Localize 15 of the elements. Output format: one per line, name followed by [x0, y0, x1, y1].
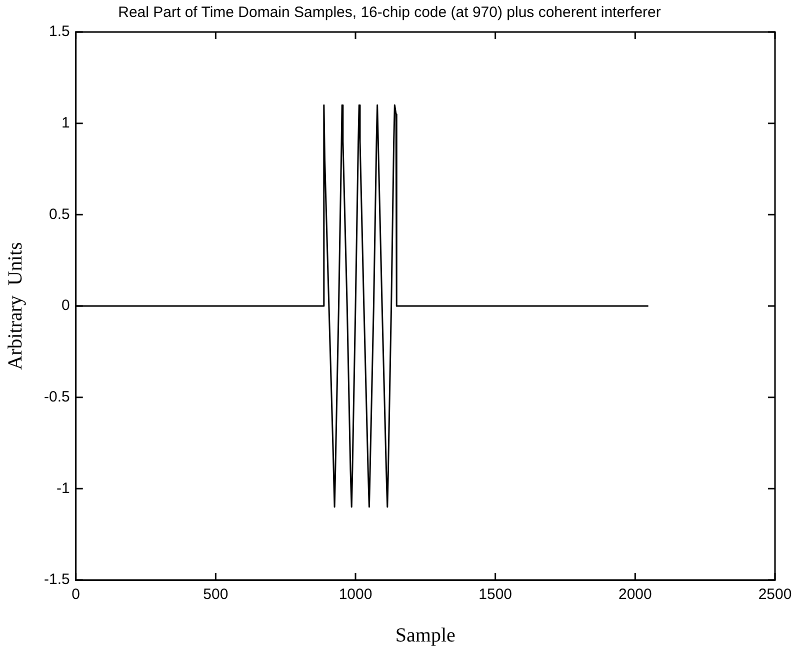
y-tick-label: 0.5: [48, 206, 70, 223]
x-tick-label: 1000: [338, 586, 372, 604]
x-axis-title: Sample: [395, 624, 456, 646]
y-axis-title: Arbitrary Units: [4, 242, 26, 370]
x-tick-label: 2500: [758, 586, 792, 604]
y-tick-label: -1.5: [44, 571, 70, 588]
y-tick-label: 0: [62, 297, 70, 314]
x-tick-label: 1500: [478, 586, 512, 604]
y-tick-label: 1.5: [48, 23, 70, 40]
x-tick-label: 2000: [618, 586, 652, 604]
chart-title: Real Part of Time Domain Samples, 16-chip code (at 970) plus coherent interferer: [118, 4, 661, 22]
y-tick-label: -0.5: [44, 388, 70, 406]
y-tick-label: 1: [62, 114, 70, 132]
y-tick-label: -1: [56, 480, 70, 497]
x-tick-label: 500: [203, 586, 228, 604]
